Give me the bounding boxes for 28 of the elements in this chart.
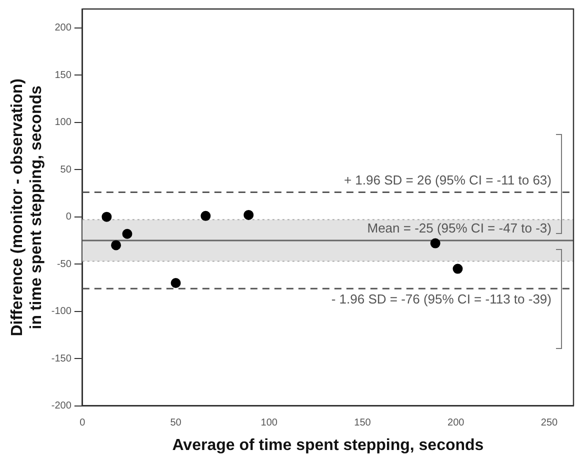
x-tick-label: 100 (260, 418, 278, 429)
point (122, 228, 132, 239)
point (430, 238, 440, 248)
x-tick-label: 250 (540, 418, 558, 429)
point (200, 210, 211, 221)
y-tick-label: 150 (54, 70, 72, 81)
point (170, 278, 181, 288)
point (452, 264, 463, 274)
y-tick-label: -50 (56, 258, 72, 270)
x-axis-title: Average of time spent stepping, seconds (172, 436, 484, 454)
y-tick-label: 50 (60, 164, 72, 176)
x-tick-label: 50 (170, 418, 182, 429)
x-tick-label: 150 (354, 418, 372, 429)
ref-line-label: - 1.96 SD = -76 (95% CI = -113 to -39) (331, 292, 552, 307)
point (244, 210, 254, 220)
ref-line-label: Mean = -25 (95% CI = -47 to -3) (367, 220, 552, 236)
y-tick-label: 200 (54, 22, 72, 34)
x-tick-label: 0 (80, 418, 86, 429)
y-tick-label: 100 (54, 117, 72, 128)
point (111, 240, 122, 250)
y-tick-label: 0 (66, 212, 72, 223)
y-axis-title: Difference (monitor - observation) in time spent stepping, seconds (9, 78, 46, 336)
ref-line-label: + 1.96 SD = 26 (95% CI = -11 to 63) (344, 172, 552, 188)
y-tick-label: -200 (51, 400, 72, 412)
y-tick-label: -150 (51, 353, 72, 364)
x-tick-label: 200 (448, 418, 465, 429)
point (102, 212, 112, 222)
y-tick-label: -100 (51, 306, 72, 318)
